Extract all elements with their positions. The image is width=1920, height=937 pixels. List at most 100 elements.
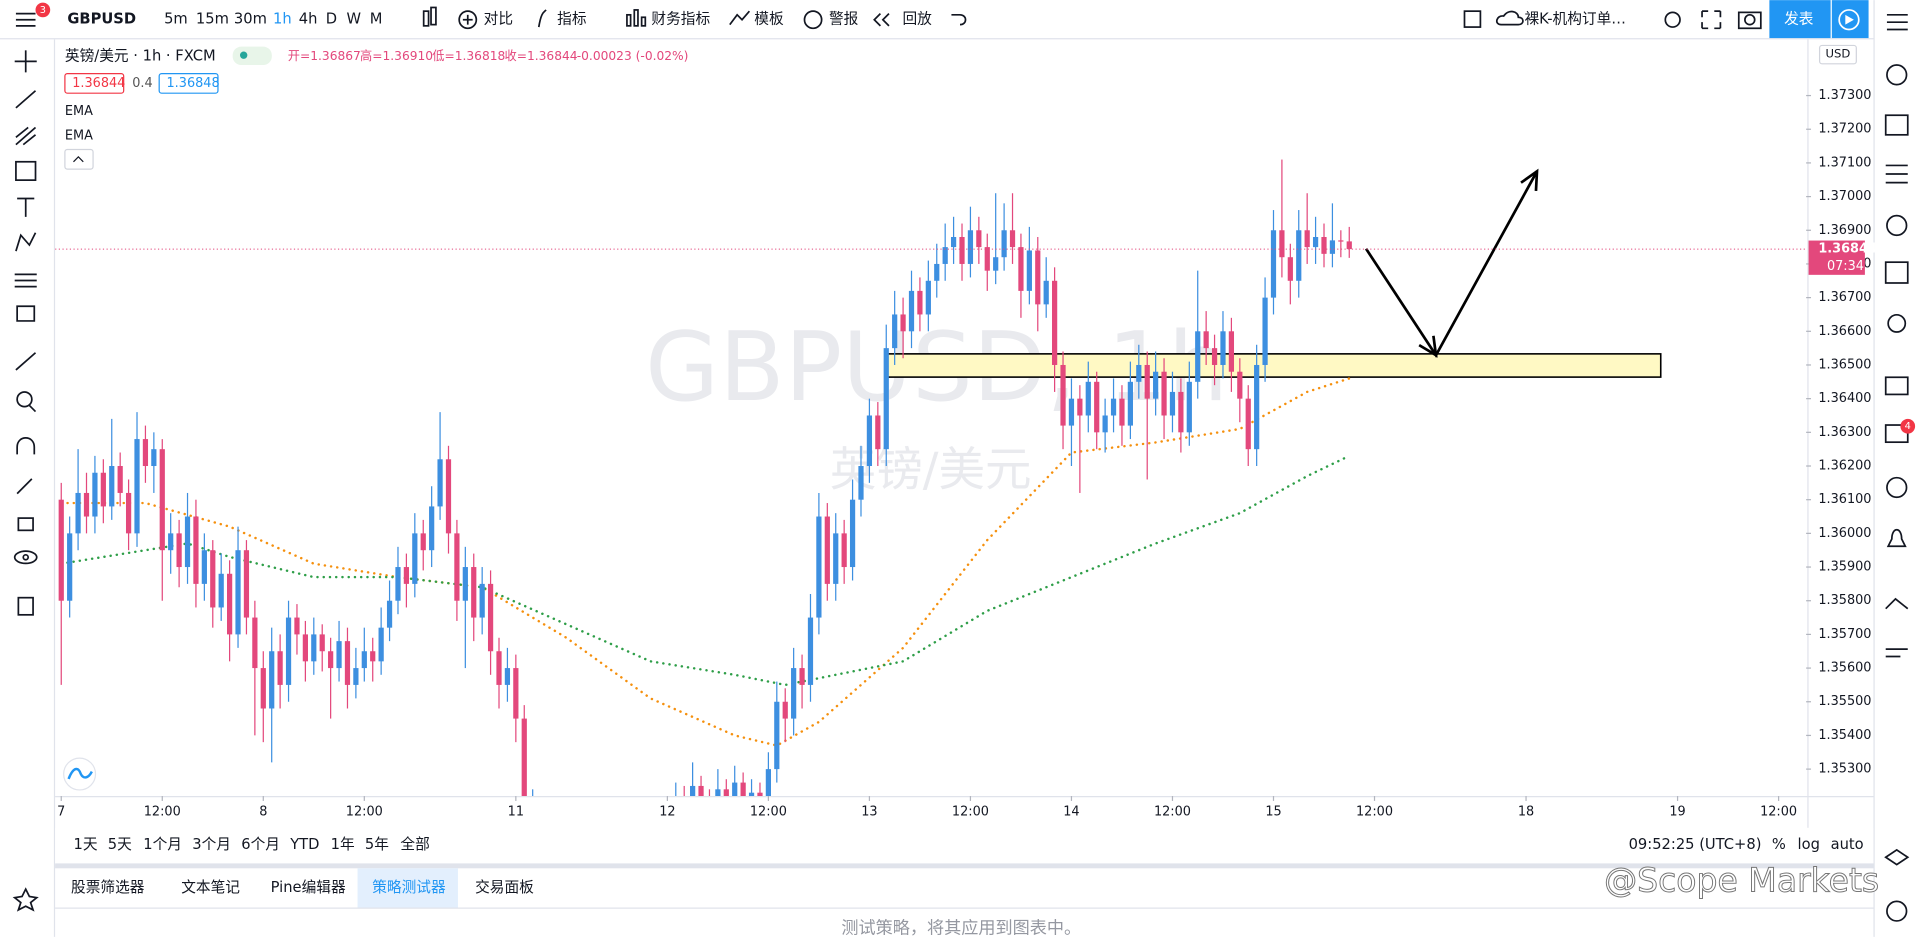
- toolbar-button[interactable]: 财务指标: [651, 11, 710, 28]
- currency[interactable]: USD: [1826, 47, 1851, 61]
- candle-body: [976, 230, 982, 248]
- candle-body: [1338, 240, 1344, 242]
- range-button[interactable]: 1个月: [143, 836, 182, 853]
- candle-body: [1304, 230, 1310, 248]
- scale-option[interactable]: log: [1798, 836, 1820, 853]
- symbol[interactable]: GBPUSD: [67, 11, 136, 28]
- candle-body: [294, 617, 300, 635]
- support-zone: [885, 353, 1662, 378]
- range-button[interactable]: 全部: [400, 835, 429, 853]
- scale-option[interactable]: %: [1772, 836, 1786, 853]
- panel-tab[interactable]: 股票筛选器: [71, 879, 145, 896]
- candle-body: [1287, 257, 1293, 281]
- range-button[interactable]: 5天: [108, 836, 132, 853]
- legend-title: 英镑/美元 · 1h · FXCM: [65, 46, 216, 64]
- y-tick-label: 1.36000: [1818, 526, 1871, 541]
- ema-line: [60, 454, 1351, 687]
- y-tick-label: 1.36200: [1818, 459, 1871, 474]
- toolbar-button[interactable]: 指标: [557, 11, 587, 28]
- clock: 09:52:25 (UTC+8): [1629, 836, 1762, 853]
- candle-body: [269, 651, 275, 709]
- panel-tab[interactable]: 策略测试器: [372, 879, 446, 896]
- interval[interactable]: 15m: [196, 11, 229, 28]
- arrow-head: [1520, 168, 1539, 191]
- range-button[interactable]: 1年: [331, 836, 355, 853]
- legend-value: 高=1.36910: [360, 48, 433, 63]
- bid-box[interactable]: [64, 72, 125, 94]
- currency-box[interactable]: [1818, 44, 1857, 65]
- scale-option[interactable]: auto: [1831, 836, 1864, 853]
- interval[interactable]: 5m: [164, 11, 188, 28]
- candle-body: [83, 492, 90, 517]
- study-name[interactable]: EMA: [65, 104, 93, 119]
- candle-body: [1077, 398, 1083, 416]
- candle-body: [1052, 280, 1058, 365]
- candle-body: [252, 617, 258, 669]
- toolbar-button[interactable]: 模板: [754, 10, 784, 28]
- study-name[interactable]: EMA: [65, 129, 93, 144]
- candle-body: [900, 314, 906, 332]
- collapse-button[interactable]: [64, 148, 94, 170]
- toolbar-button[interactable]: 对比: [484, 11, 513, 28]
- candle-body: [142, 439, 149, 467]
- candle-body: [513, 668, 519, 719]
- interval[interactable]: M: [370, 11, 383, 28]
- right-sidebar[interactable]: [1884, 13, 1910, 922]
- toolbar-button[interactable]: 警报: [829, 11, 859, 28]
- interval[interactable]: 4h: [299, 11, 318, 28]
- candle-body: [1211, 348, 1218, 365]
- x-tick-label: 12:00: [750, 804, 787, 819]
- range-button[interactable]: YTD: [289, 836, 319, 853]
- active-tab[interactable]: [357, 868, 458, 908]
- play-icon: [1845, 14, 1854, 25]
- candle-body: [732, 782, 738, 797]
- interval[interactable]: 1h: [273, 11, 292, 28]
- interval[interactable]: W: [347, 11, 362, 28]
- candle-body: [1329, 240, 1336, 254]
- bid[interactable]: 1.36844: [72, 76, 125, 91]
- panel-tab[interactable]: Pine编辑器: [271, 879, 346, 896]
- candle-body: [370, 651, 376, 662]
- ask-box[interactable]: [158, 72, 219, 94]
- candle-body: [984, 247, 990, 271]
- arrow-head: [1418, 335, 1438, 358]
- publish-label[interactable]: 发表: [1784, 11, 1814, 28]
- y-tick-label: 1.35700: [1818, 627, 1871, 642]
- candle-body: [437, 459, 443, 507]
- range-button[interactable]: 3个月: [192, 836, 231, 853]
- candle-body: [757, 792, 763, 797]
- interval[interactable]: D: [326, 11, 337, 28]
- candle-body: [193, 516, 199, 584]
- interval[interactable]: 30m: [234, 11, 267, 28]
- x-tick-label: 8: [259, 804, 267, 819]
- candle-body: [184, 516, 191, 568]
- y-tick-label: 1.36100: [1818, 492, 1871, 507]
- candle-body: [67, 533, 73, 601]
- range-button[interactable]: 5年: [365, 836, 389, 853]
- panel-tab[interactable]: 文本笔记: [181, 879, 240, 896]
- left-toolbar[interactable]: [12, 50, 39, 912]
- candle-body: [774, 701, 780, 770]
- y-tick-label: 1.36900: [1818, 223, 1871, 238]
- candle-body: [967, 230, 974, 264]
- candle-body: [311, 634, 317, 662]
- toolbar-button[interactable]: 回放: [902, 11, 932, 28]
- range-button[interactable]: 6个月: [241, 836, 280, 853]
- publish-button[interactable]: [1769, 0, 1831, 39]
- range-button[interactable]: 1天: [73, 836, 97, 853]
- y-tick-label: 1.36700: [1818, 290, 1871, 305]
- candle-body: [395, 567, 401, 601]
- ask[interactable]: 1.36848: [167, 76, 220, 91]
- candle-body: [361, 651, 367, 669]
- panel-tab[interactable]: 交易面板: [475, 878, 534, 896]
- candle-body: [993, 257, 999, 271]
- menu-icon[interactable]: [15, 12, 36, 27]
- legend-value: -0.00023 (-0.02%): [577, 49, 689, 63]
- splitter: [55, 863, 1874, 869]
- candle-body: [1127, 381, 1133, 426]
- x-tick-label: 15: [1265, 804, 1281, 819]
- candle-body: [109, 466, 115, 507]
- candle-body: [75, 492, 81, 534]
- layout-name[interactable]: 裸K-机构订单…: [1524, 11, 1626, 28]
